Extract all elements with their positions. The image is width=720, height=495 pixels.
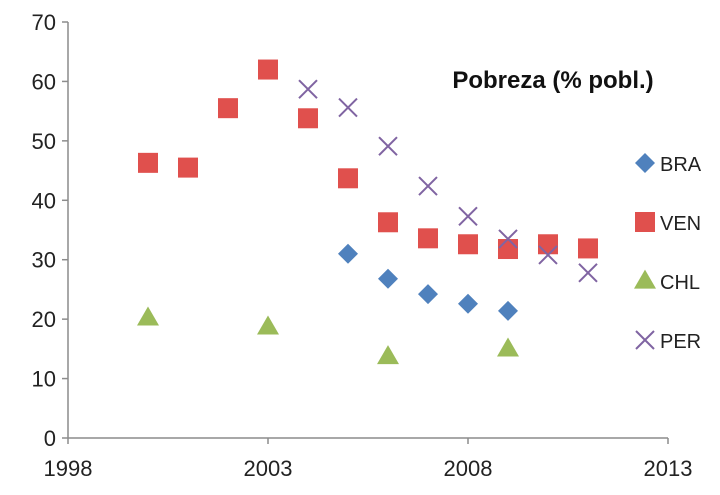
y-tick-label: 70 xyxy=(32,10,56,35)
series-per xyxy=(298,79,598,283)
x-tick-label: 1998 xyxy=(44,456,93,481)
data-point-per xyxy=(338,97,358,118)
data-point-bra xyxy=(338,243,358,264)
data-point-chl xyxy=(137,306,159,326)
data-point-ven xyxy=(258,59,278,80)
legend-item-bra: BRA xyxy=(635,153,702,176)
legend-marker-per xyxy=(635,330,655,350)
legend-item-chl: CHL xyxy=(634,269,700,294)
legend-marker-bra xyxy=(635,153,655,173)
legend-item-ven: VEN xyxy=(635,212,701,235)
data-point-per xyxy=(538,245,558,265)
data-point-ven xyxy=(498,239,518,260)
y-tick-label: 60 xyxy=(32,69,56,94)
data-point-chl xyxy=(497,337,519,357)
legend-marker-chl xyxy=(634,269,656,289)
series-bra xyxy=(338,243,518,321)
data-points xyxy=(137,59,598,365)
data-point-per xyxy=(498,229,518,249)
data-point-ven xyxy=(298,108,318,129)
legend: BRA VEN CHL PER xyxy=(634,153,702,353)
data-point-per xyxy=(578,263,598,283)
data-point-ven xyxy=(378,212,398,233)
data-point-chl xyxy=(377,345,399,365)
tick-labels: 0 10 20 30 40 50 60 70 1998 2003 2008 2013 xyxy=(32,10,693,481)
legend-label: BRA xyxy=(660,154,702,176)
data-point-ven xyxy=(538,234,558,255)
data-point-per xyxy=(298,79,318,99)
data-point-chl xyxy=(257,315,279,335)
data-point-ven xyxy=(338,168,358,189)
x-tick-label: 2003 xyxy=(244,456,293,481)
data-point-ven xyxy=(458,234,478,255)
legend-label: VEN xyxy=(660,213,701,235)
chart-title: Pobreza (% pobl.) xyxy=(452,67,653,94)
y-tick-label: 20 xyxy=(32,307,56,332)
data-point-per xyxy=(418,176,438,196)
y-tick-label: 50 xyxy=(32,129,56,154)
legend-label: PER xyxy=(660,331,701,353)
axes xyxy=(62,21,669,444)
data-point-per xyxy=(458,206,478,227)
data-point-ven xyxy=(178,157,198,178)
data-point-bra xyxy=(458,293,478,314)
legend-label: CHL xyxy=(660,272,700,294)
y-tick-label: 10 xyxy=(32,367,56,392)
data-point-bra xyxy=(498,300,518,321)
data-point-ven xyxy=(418,228,438,249)
data-point-ven xyxy=(218,98,238,119)
data-point-per xyxy=(378,136,398,156)
data-point-ven xyxy=(138,152,158,173)
data-point-bra xyxy=(378,268,398,289)
y-tick-label: 0 xyxy=(44,426,56,451)
y-tick-label: 40 xyxy=(32,188,56,213)
legend-item-per: PER xyxy=(635,330,701,353)
x-tick-label: 2008 xyxy=(444,456,493,481)
y-tick-label: 30 xyxy=(32,248,56,273)
data-point-bra xyxy=(418,284,438,305)
legend-marker-ven xyxy=(635,212,655,232)
data-point-ven xyxy=(578,238,598,259)
series-chl xyxy=(137,306,519,365)
x-tick-label: 2013 xyxy=(644,456,693,481)
